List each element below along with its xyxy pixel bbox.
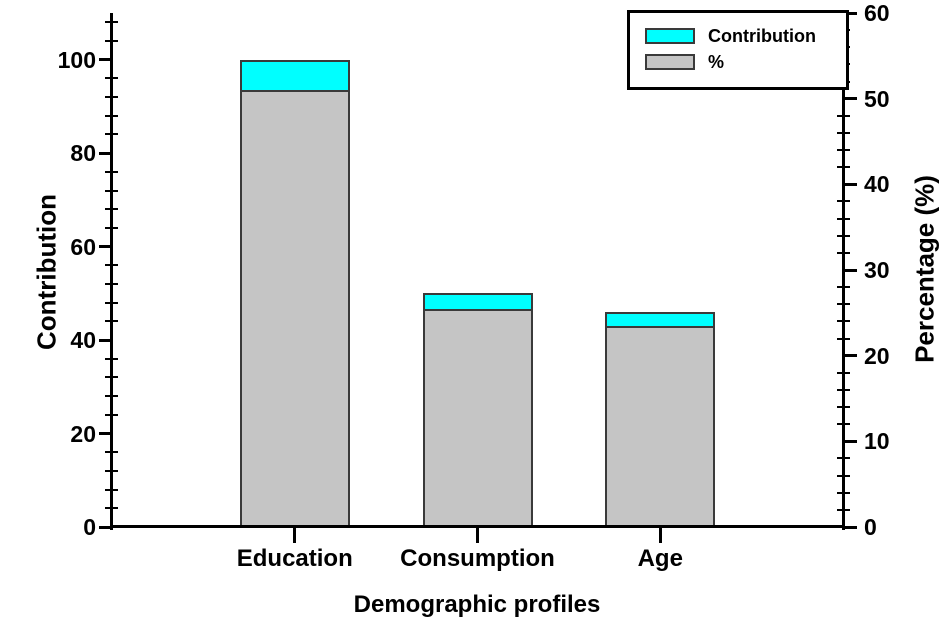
left-minor-tick bbox=[105, 208, 118, 211]
right-tick-label: 60 bbox=[864, 0, 890, 26]
x-category-tick bbox=[658, 528, 662, 543]
right-major-tick bbox=[844, 525, 857, 529]
left-axis-title: Contribution bbox=[31, 194, 62, 350]
left-minor-tick bbox=[105, 264, 118, 267]
left-minor-tick bbox=[105, 77, 118, 80]
right-minor-tick bbox=[837, 474, 850, 477]
right-major-tick bbox=[844, 268, 857, 272]
right-minor-tick bbox=[837, 388, 850, 391]
right-minor-tick bbox=[837, 371, 850, 374]
left-tick-label: 80 bbox=[70, 140, 96, 167]
left-minor-tick bbox=[105, 507, 118, 510]
right-minor-tick bbox=[837, 491, 850, 494]
right-minor-tick bbox=[837, 166, 850, 169]
right-tick-label: 10 bbox=[864, 428, 890, 455]
legend-swatch-icon bbox=[645, 54, 695, 70]
right-minor-tick bbox=[837, 337, 850, 340]
right-minor-tick bbox=[837, 423, 850, 426]
left-minor-tick bbox=[105, 21, 118, 24]
legend: Contribution% bbox=[627, 10, 849, 90]
legend-swatch-icon bbox=[645, 28, 695, 44]
left-minor-tick bbox=[105, 451, 118, 454]
left-major-tick bbox=[99, 151, 112, 155]
left-tick-label: 60 bbox=[70, 233, 96, 260]
right-major-tick bbox=[844, 354, 857, 358]
left-tick-label: 20 bbox=[70, 420, 96, 447]
right-tick-label: 40 bbox=[864, 171, 890, 198]
left-minor-tick bbox=[105, 189, 118, 192]
right-minor-tick bbox=[837, 508, 850, 511]
bar-percent-consumption bbox=[422, 308, 533, 528]
right-minor-tick bbox=[837, 200, 850, 203]
x-category-tick bbox=[476, 528, 479, 543]
left-minor-tick bbox=[105, 301, 118, 304]
left-minor-tick bbox=[105, 170, 118, 173]
right-tick-label: 0 bbox=[864, 514, 877, 540]
left-tick-label: 100 bbox=[57, 46, 96, 73]
right-minor-tick bbox=[837, 149, 850, 152]
x-category-label-education: Education bbox=[236, 545, 353, 572]
right-minor-tick bbox=[837, 234, 850, 237]
left-minor-tick bbox=[105, 413, 118, 416]
left-minor-tick bbox=[105, 488, 118, 491]
x-category-label-age: Age bbox=[637, 545, 683, 572]
legend-item-label: Contribution bbox=[708, 26, 816, 46]
left-minor-tick bbox=[105, 114, 118, 117]
left-minor-tick bbox=[105, 357, 118, 360]
left-tick-label: 0 bbox=[83, 514, 96, 540]
left-minor-tick bbox=[105, 96, 118, 99]
right-minor-tick bbox=[837, 320, 850, 323]
right-axis-title: Percentage (%) bbox=[909, 175, 940, 363]
legend-item-label: % bbox=[708, 52, 725, 72]
x-axis-title: Demographic profiles bbox=[353, 591, 601, 618]
right-minor-tick bbox=[837, 131, 850, 134]
legend-item-1: % bbox=[645, 52, 846, 72]
left-minor-tick bbox=[105, 226, 118, 229]
left-major-tick bbox=[99, 58, 112, 62]
right-minor-tick bbox=[837, 457, 850, 460]
x-category-label-consumption: Consumption bbox=[400, 545, 555, 572]
left-major-tick bbox=[99, 432, 112, 436]
x-category-tick bbox=[293, 528, 297, 543]
left-tick-label: 40 bbox=[70, 327, 96, 354]
right-major-tick bbox=[844, 97, 857, 101]
right-tick-label: 30 bbox=[864, 257, 890, 283]
y-axis-left bbox=[110, 13, 113, 530]
left-minor-tick bbox=[105, 395, 118, 398]
left-minor-tick bbox=[105, 376, 118, 379]
right-minor-tick bbox=[837, 406, 850, 409]
right-tick-label: 50 bbox=[864, 85, 890, 112]
bar-percent-age bbox=[605, 325, 716, 528]
y-axis-right bbox=[842, 13, 845, 530]
left-major-tick bbox=[99, 525, 112, 529]
legend-item-0: Contribution bbox=[645, 26, 846, 46]
left-major-tick bbox=[99, 338, 112, 342]
right-tick-label: 20 bbox=[864, 342, 890, 369]
right-major-tick bbox=[844, 182, 857, 186]
bar-contribution-education bbox=[239, 59, 350, 93]
left-minor-tick bbox=[105, 469, 118, 472]
right-minor-tick bbox=[837, 251, 850, 254]
right-major-tick bbox=[844, 11, 857, 15]
right-minor-tick bbox=[837, 217, 850, 220]
right-minor-tick bbox=[837, 286, 850, 289]
left-minor-tick bbox=[105, 320, 118, 323]
left-major-tick bbox=[99, 245, 112, 249]
right-minor-tick bbox=[837, 114, 850, 117]
left-minor-tick bbox=[105, 283, 118, 286]
left-minor-tick bbox=[105, 40, 118, 43]
right-minor-tick bbox=[837, 303, 850, 306]
bar-percent-education bbox=[239, 90, 350, 528]
left-minor-tick bbox=[105, 133, 118, 136]
right-major-tick bbox=[844, 439, 857, 443]
x-axis bbox=[110, 525, 845, 528]
